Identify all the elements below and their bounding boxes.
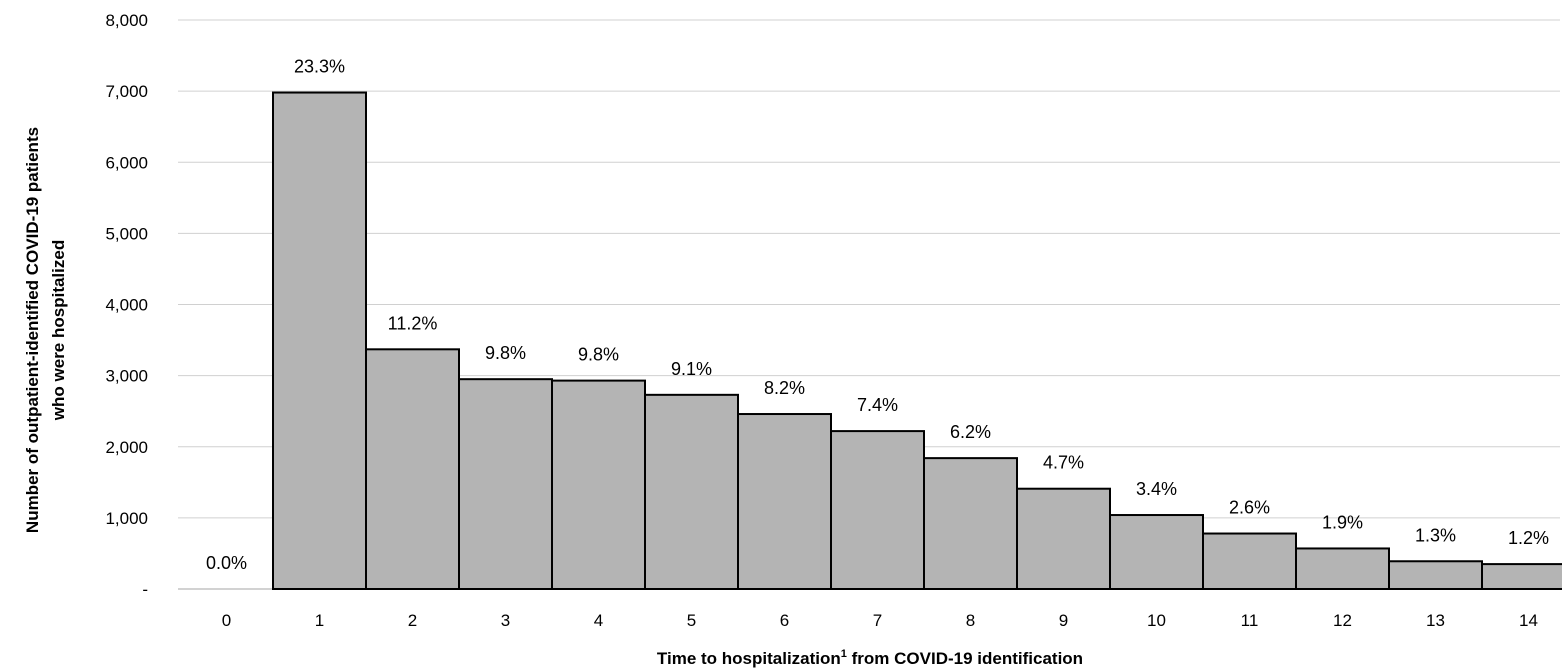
x-tick-label: 10 — [1147, 611, 1166, 630]
x-tick-label: 11 — [1241, 611, 1259, 630]
y-axis-ticks: - 1,000 2,000 3,000 4,000 5,000 6,000 7,000 8,00… — [105, 11, 148, 599]
data-label: 1.9% — [1322, 512, 1363, 532]
x-tick-label: 7 — [873, 611, 882, 630]
data-label: 1.3% — [1415, 525, 1456, 545]
x-axis-title-superscript: 1 — [841, 648, 847, 660]
bar — [551, 379, 646, 591]
y-tick-label: 4,000 — [105, 296, 148, 315]
x-tick-label: 12 — [1333, 611, 1352, 630]
bar — [1481, 563, 1562, 591]
y-tick-label: 7,000 — [105, 82, 148, 101]
data-labels: 0.0% 23.3% 11.2% 9.8% 9.8% 9.1% 8.2% 7.4% 6.2% 4.… — [206, 57, 1549, 573]
x-tick-label: 14 — [1519, 611, 1538, 630]
data-label: 9.8% — [578, 345, 619, 365]
bar — [1295, 547, 1390, 590]
data-label: 6.2% — [950, 422, 991, 442]
y-tick-label: 3,000 — [105, 367, 148, 386]
x-tick-label: 9 — [1059, 611, 1068, 630]
bar — [458, 378, 553, 590]
data-label: 9.8% — [485, 343, 526, 363]
y-tick-label: 1,000 — [105, 509, 148, 528]
data-label: 11.2% — [388, 313, 438, 333]
bar — [644, 393, 739, 590]
y-tick-label: 6,000 — [105, 153, 148, 172]
bar — [1109, 514, 1204, 591]
y-axis-title-line1: Number of outpatient-identified COVID-19… — [23, 127, 42, 533]
x-tick-label: 13 — [1426, 611, 1445, 630]
x-tick-label: 8 — [966, 611, 975, 630]
data-label: 4.7% — [1043, 453, 1084, 473]
x-axis-ticks: 0 1 2 3 4 5 6 7 8 9 10 11 12 13 14 — [222, 611, 1538, 630]
data-label: 9.1% — [671, 359, 712, 379]
data-label: 7.4% — [857, 395, 898, 415]
x-axis-title: Time to hospitalization1 from COVID-19 i… — [657, 648, 1083, 668]
x-tick-label: 4 — [594, 611, 603, 630]
bars — [272, 91, 1562, 591]
x-axis-title-suffix: from COVID-19 identification — [847, 649, 1083, 668]
bar — [737, 413, 832, 590]
x-tick-label: 5 — [687, 611, 696, 630]
bar — [830, 430, 925, 591]
y-axis-title-line2: who were hospitalized — [49, 240, 68, 421]
x-tick-label: 2 — [408, 611, 417, 630]
x-tick-label: 3 — [501, 611, 510, 630]
data-label: 1.2% — [1508, 528, 1549, 548]
y-tick-label: 2,000 — [105, 438, 148, 457]
data-label: 3.4% — [1136, 479, 1177, 499]
bar — [923, 457, 1018, 590]
data-label: 2.6% — [1229, 498, 1270, 518]
x-tick-label: 6 — [780, 611, 789, 630]
y-tick-label: 8,000 — [105, 11, 148, 30]
x-tick-label: 1 — [315, 611, 324, 630]
bar — [365, 348, 460, 590]
bar — [1202, 532, 1297, 591]
data-label: 23.3% — [294, 57, 345, 77]
y-tick-label: - — [142, 580, 148, 599]
bar — [1016, 487, 1111, 590]
x-axis-title-main: Time to hospitalization — [657, 649, 841, 668]
data-label: 8.2% — [764, 378, 805, 398]
data-label: 0.0% — [206, 553, 247, 573]
y-tick-label: 5,000 — [105, 224, 148, 243]
x-tick-label: 0 — [222, 611, 231, 630]
bar — [272, 91, 367, 591]
bar — [1388, 560, 1483, 590]
